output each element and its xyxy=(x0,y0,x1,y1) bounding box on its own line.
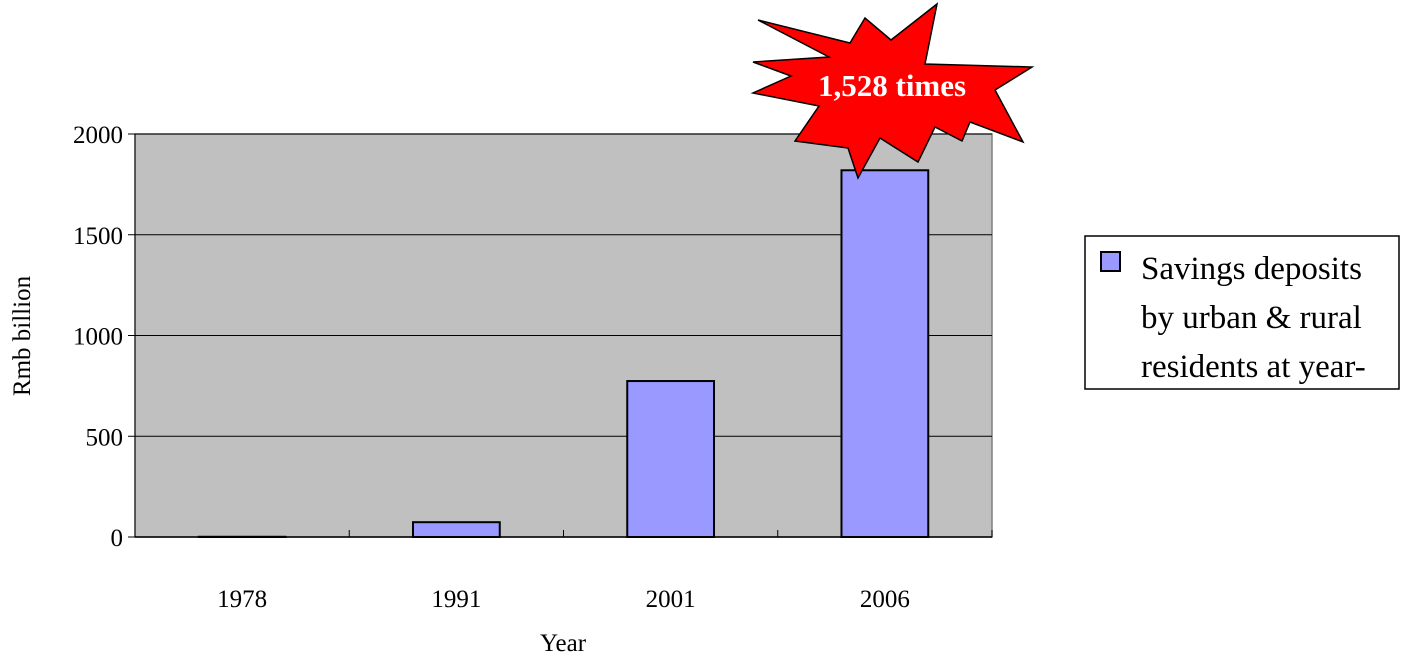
x-tick-label: 2001 xyxy=(646,586,696,613)
axes xyxy=(128,133,993,538)
legend-line-1: Savings deposits xyxy=(1141,251,1362,287)
bar-1991 xyxy=(411,521,501,539)
y-axis-title: Rmb billion xyxy=(9,275,36,396)
legend: Savings deposits by urban & rural reside… xyxy=(1084,235,1400,390)
starburst-callout: 1,528 times xyxy=(750,2,1035,180)
y-tick-label: 1000 xyxy=(73,324,123,351)
bar-2001 xyxy=(626,380,716,538)
x-tick-label: 2006 xyxy=(860,586,910,613)
x-tick-label: 1991 xyxy=(431,586,481,613)
y-tick-label: 2000 xyxy=(73,122,123,149)
bars xyxy=(197,169,930,539)
x-axis-title: Year xyxy=(540,630,587,657)
y-tick-label: 1500 xyxy=(73,223,123,250)
legend-line-3: residents at year- xyxy=(1141,349,1366,385)
y-tick-label: 0 xyxy=(111,525,124,552)
y-tick-labels: 0 500 1000 1500 2000 xyxy=(73,122,123,552)
x-tick-labels: 1978 1991 2001 2006 xyxy=(217,586,910,613)
y-tick-label: 500 xyxy=(86,424,124,451)
legend-swatch xyxy=(1100,251,1121,272)
legend-line-2: by urban & rural xyxy=(1141,300,1362,336)
annotation-text: 1,528 times xyxy=(818,68,966,103)
starburst-shape xyxy=(750,2,1035,180)
legend-entry: Savings deposits by urban & rural reside… xyxy=(1141,251,1370,385)
bar-2006 xyxy=(840,169,930,539)
legend-box xyxy=(1084,235,1400,390)
x-tick-label: 1978 xyxy=(217,586,267,613)
